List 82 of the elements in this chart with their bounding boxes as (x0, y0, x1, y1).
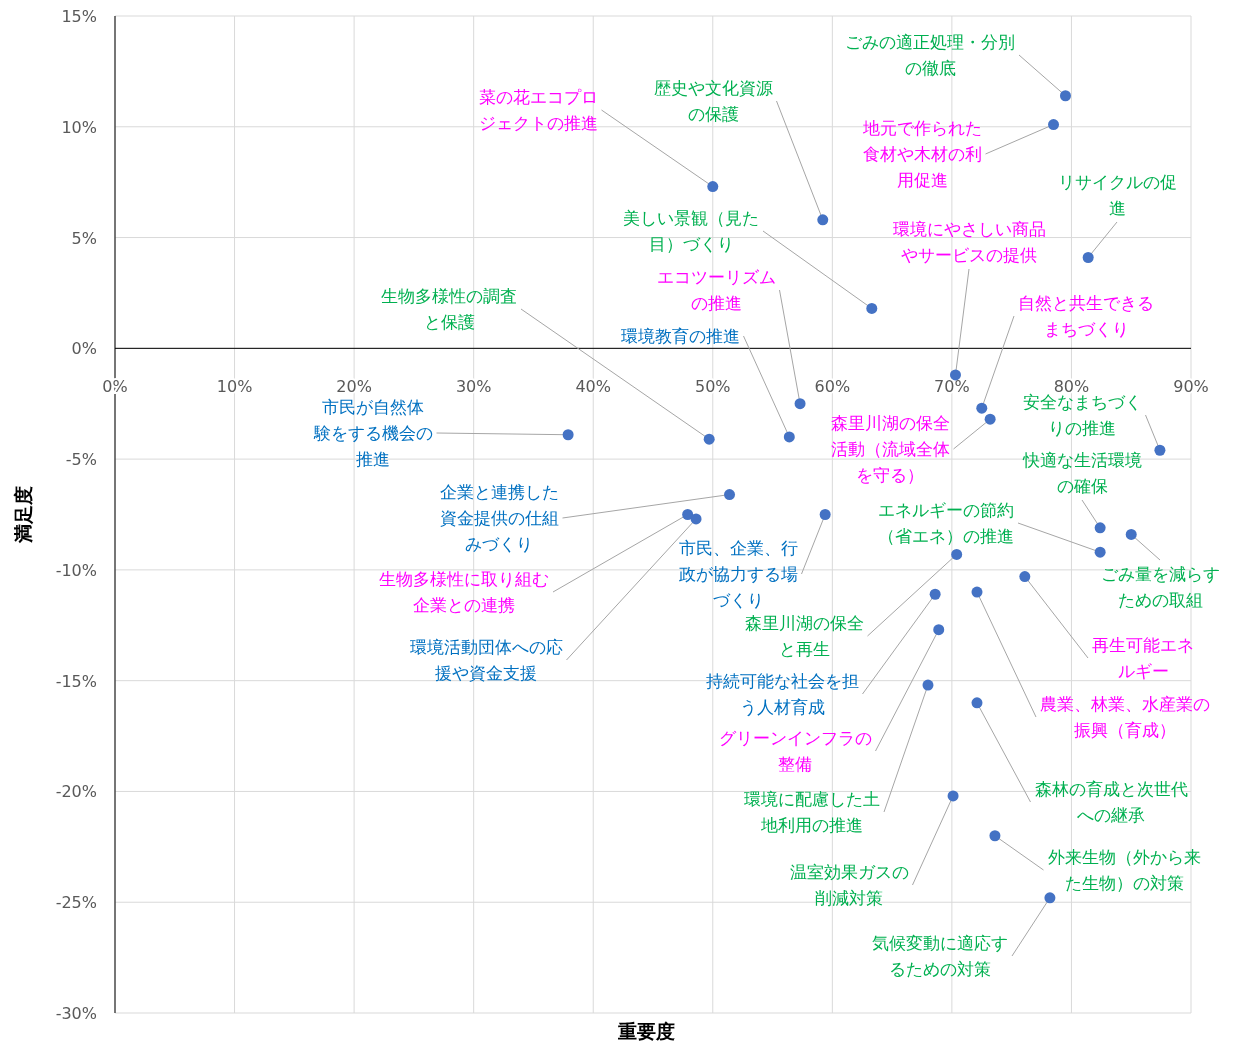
y-tick-label: 15% (61, 7, 97, 26)
point (1059, 90, 1071, 102)
point (1048, 119, 1060, 131)
annotation: エネルギーの節約（省エネ）の推進 (878, 500, 1014, 546)
x-axis-title: 重要度 (616, 1020, 675, 1042)
point (1082, 252, 1094, 263)
point (1044, 892, 1056, 904)
y-axis-title: 満足度 (12, 486, 34, 544)
annotation: 生物多様性の調査と保護 (381, 286, 517, 332)
point (1094, 522, 1106, 534)
x-tick-label: 10% (216, 377, 253, 397)
point (703, 433, 715, 445)
annotation: 自然と共生できるまちづくり (1018, 293, 1154, 339)
annotation: 温室効果ガスの削減対策 (789, 862, 909, 908)
point (947, 790, 959, 802)
x-tick-label: 60% (814, 377, 851, 397)
annotation: 地元で作られた食材や木材の利用促進 (861, 118, 982, 190)
annotation: 歴史や文化資源の保護 (653, 78, 773, 124)
point (984, 413, 996, 425)
annotation: 環境に配慮した土地利用の推進 (744, 789, 880, 835)
annotation: 農業、林業、水産業の振興（育成） (1040, 694, 1210, 740)
annotation: ごみ量を減らすための取組 (1100, 564, 1220, 610)
y-tick-label: 0% (71, 339, 97, 359)
point (1094, 546, 1106, 558)
annotation: 快適な生活環境の確保 (1021, 450, 1142, 496)
point (976, 402, 988, 414)
point (819, 509, 831, 520)
annotation: 企業と連携した資金提供の仕組みづくり (439, 482, 559, 554)
point (929, 588, 941, 600)
point (707, 181, 719, 193)
point (724, 489, 736, 501)
y-tick-label: -20% (55, 782, 97, 802)
y-tick-label: -15% (55, 671, 97, 691)
point (866, 302, 878, 314)
annotation: グリーンインフラの整備 (718, 728, 872, 774)
x-tick-label: 50% (695, 377, 731, 397)
annotation: 市民が自然体験をする機会の推進 (312, 397, 433, 469)
point (817, 214, 829, 226)
annotation: エコツーリズムの推進 (656, 267, 776, 313)
annotation: 環境教育の推進 (620, 326, 740, 346)
point (794, 398, 806, 410)
x-tick-label: 70% (934, 377, 970, 397)
y-tick-label: -10% (55, 560, 97, 580)
point (682, 509, 694, 520)
annotation: 気候変動に適応するための対策 (872, 933, 1008, 979)
point (783, 431, 795, 443)
annotation: ごみの適正処理・分別の徹底 (845, 32, 1015, 78)
y-tick-label: -25% (55, 893, 97, 913)
annotation: 再生可能エネルギー (1092, 635, 1194, 681)
point (971, 586, 983, 598)
y-tick-label: 5% (71, 228, 97, 248)
annotation: 環境にやさしい商品やサービスの提供 (892, 219, 1046, 265)
point (1125, 528, 1137, 540)
annotation: 菜の花エコプロジェクトの推進 (478, 87, 598, 133)
point (1154, 444, 1166, 456)
annotation: 安全なまちづくりの推進 (1022, 392, 1142, 438)
annotation: 生物多様性に取り組む企業との連携 (379, 569, 549, 615)
x-tick-label: 90% (1173, 377, 1209, 397)
annotation: 持続可能な社会を担う人材育成 (705, 671, 859, 717)
point (989, 830, 1001, 842)
point (690, 513, 702, 525)
point (1019, 571, 1031, 583)
annotation: 森林の育成と次世代への継承 (1034, 779, 1188, 825)
annotation: 森里川湖の保全と再生 (744, 613, 864, 659)
point (562, 429, 574, 441)
point (951, 548, 963, 560)
y-tick-label: -5% (65, 450, 97, 470)
annotation: 環境活動団体への応援や資金支援 (409, 637, 563, 683)
x-tick-label: 20% (336, 377, 372, 397)
x-tick-label: 30% (455, 377, 492, 397)
annotation: リサイクルの促進 (1057, 172, 1177, 218)
y-tick-label: 10% (61, 117, 97, 137)
annotation: 森里川湖の保全活動（流域全体を守る） (830, 413, 950, 485)
x-tick-label: 40% (575, 377, 611, 397)
point (949, 369, 961, 381)
y-tick-label: -30% (55, 1004, 97, 1023)
annotation: 市民、企業、行政が協力する場づくり (678, 538, 798, 610)
point (922, 679, 934, 691)
annotation: 美しい景観（見た目）づくり (623, 208, 759, 254)
point (933, 624, 945, 636)
annotation: 外来生物（外から来た生物）の対策 (1047, 847, 1201, 893)
point (971, 697, 983, 709)
